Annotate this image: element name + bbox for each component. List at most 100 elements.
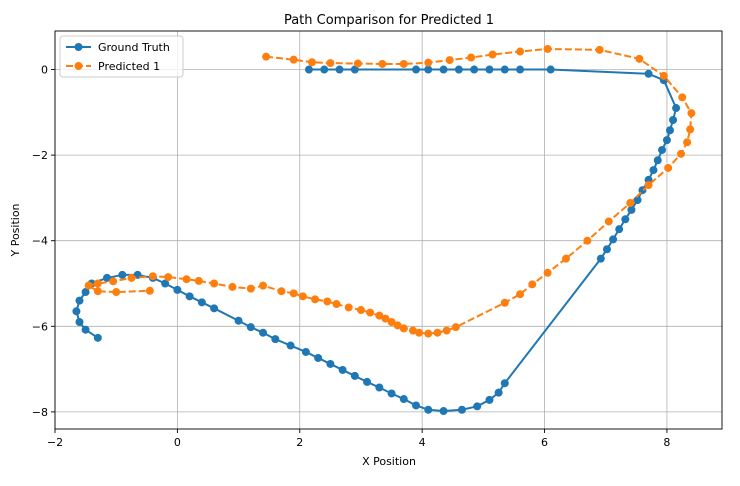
- data-point-predicted-1: [467, 53, 476, 62]
- data-point-ground-truth: [246, 323, 255, 332]
- data-point-ground-truth: [596, 254, 605, 263]
- data-point-predicted-1: [424, 329, 433, 338]
- data-point-predicted-1: [246, 284, 255, 293]
- data-point-ground-truth: [644, 69, 653, 78]
- data-point-ground-truth: [173, 285, 182, 294]
- data-point-ground-truth: [665, 126, 674, 135]
- data-point-ground-truth: [338, 365, 347, 374]
- data-point-ground-truth: [185, 292, 194, 301]
- data-point-ground-truth: [672, 104, 681, 113]
- data-point-predicted-1: [356, 306, 365, 315]
- data-point-predicted-1: [687, 109, 696, 118]
- data-point-predicted-1: [442, 326, 451, 335]
- data-point-ground-truth: [350, 65, 359, 74]
- data-point-predicted-1: [289, 55, 298, 64]
- data-point-ground-truth: [301, 347, 310, 356]
- y-ticks: 0 −2 −4 −6 −8: [32, 64, 55, 419]
- data-point-predicted-1: [683, 138, 692, 147]
- data-point-ground-truth: [412, 65, 421, 74]
- data-point-predicted-1: [415, 328, 424, 337]
- data-point-ground-truth: [627, 205, 636, 214]
- data-point-predicted-1: [543, 268, 552, 277]
- data-point-ground-truth: [387, 389, 396, 398]
- data-point-ground-truth: [197, 298, 206, 307]
- data-point-ground-truth: [304, 65, 313, 74]
- data-point-ground-truth: [609, 235, 618, 244]
- data-point-predicted-1: [194, 276, 203, 285]
- data-point-ground-truth: [473, 402, 482, 411]
- data-point-ground-truth: [615, 225, 624, 234]
- data-point-predicted-1: [164, 273, 173, 282]
- data-point-predicted-1: [644, 181, 653, 190]
- data-point-ground-truth: [494, 388, 503, 397]
- data-point-ground-truth: [363, 377, 372, 386]
- data-point-ground-truth: [485, 395, 494, 404]
- data-point-ground-truth: [81, 325, 90, 334]
- data-point-predicted-1: [604, 217, 613, 226]
- data-point-predicted-1: [583, 236, 592, 245]
- data-point-ground-truth: [210, 304, 219, 313]
- data-point-ground-truth: [649, 166, 658, 175]
- data-point-ground-truth: [470, 65, 479, 74]
- data-point-ground-truth: [314, 353, 323, 362]
- data-point-ground-truth: [271, 335, 280, 344]
- data-point-predicted-1: [259, 281, 268, 290]
- data-point-ground-truth: [669, 116, 678, 125]
- data-point-predicted-1: [516, 290, 525, 299]
- data-point-predicted-1: [109, 277, 118, 286]
- data-point-ground-truth: [658, 145, 667, 154]
- data-point-predicted-1: [298, 292, 307, 301]
- data-point-ground-truth: [103, 273, 112, 282]
- legend-label-predicted-1: Predicted 1: [98, 60, 160, 73]
- data-point-ground-truth: [93, 333, 102, 342]
- data-point-ground-truth: [653, 156, 662, 165]
- data-point-ground-truth: [424, 405, 433, 414]
- data-point-ground-truth: [75, 296, 84, 305]
- data-point-predicted-1: [326, 59, 335, 68]
- data-point-predicted-1: [84, 281, 93, 290]
- data-point-ground-truth: [161, 279, 170, 288]
- data-point-predicted-1: [686, 125, 695, 134]
- data-point-predicted-1: [677, 149, 686, 158]
- plot-area: [72, 44, 696, 416]
- data-point-predicted-1: [311, 295, 320, 304]
- data-point-ground-truth: [375, 383, 384, 392]
- data-point-ground-truth: [457, 405, 466, 414]
- data-point-predicted-1: [528, 280, 537, 289]
- data-point-predicted-1: [488, 50, 497, 59]
- x-tick-label: 4: [419, 436, 426, 449]
- data-point-predicted-1: [289, 289, 298, 298]
- data-point-ground-truth: [234, 316, 243, 325]
- x-axis-label: X Position: [362, 455, 416, 468]
- data-point-predicted-1: [182, 275, 191, 284]
- data-point-predicted-1: [516, 47, 525, 56]
- y-tick-label: −4: [32, 235, 48, 248]
- data-point-predicted-1: [308, 58, 317, 67]
- data-point-predicted-1: [678, 93, 687, 102]
- data-point-predicted-1: [277, 287, 286, 296]
- chart-title: Path Comparison for Predicted 1: [284, 13, 494, 28]
- data-point-predicted-1: [635, 54, 644, 63]
- data-point-predicted-1: [112, 288, 121, 297]
- x-tick-label: 2: [296, 436, 303, 449]
- legend-label-ground-truth: Ground Truth: [98, 41, 170, 54]
- data-point-ground-truth: [439, 65, 448, 74]
- data-point-ground-truth: [81, 288, 90, 297]
- x-ticks: −2 0 2 4 6 8: [47, 429, 670, 449]
- data-point-predicted-1: [543, 44, 552, 53]
- data-point-ground-truth: [118, 270, 127, 279]
- data-point-predicted-1: [228, 282, 237, 291]
- y-tick-label: −2: [32, 149, 48, 162]
- data-point-predicted-1: [353, 59, 362, 68]
- data-point-predicted-1: [433, 328, 442, 337]
- data-point-ground-truth: [72, 307, 81, 316]
- x-tick-label: 0: [174, 436, 181, 449]
- data-point-ground-truth: [633, 196, 642, 205]
- data-point-predicted-1: [595, 45, 604, 54]
- data-point-predicted-1: [375, 311, 384, 320]
- data-point-predicted-1: [210, 279, 219, 288]
- data-point-ground-truth: [662, 136, 671, 145]
- y-tick-label: −6: [32, 320, 48, 333]
- data-point-predicted-1: [659, 71, 668, 80]
- data-point-predicted-1: [451, 323, 460, 332]
